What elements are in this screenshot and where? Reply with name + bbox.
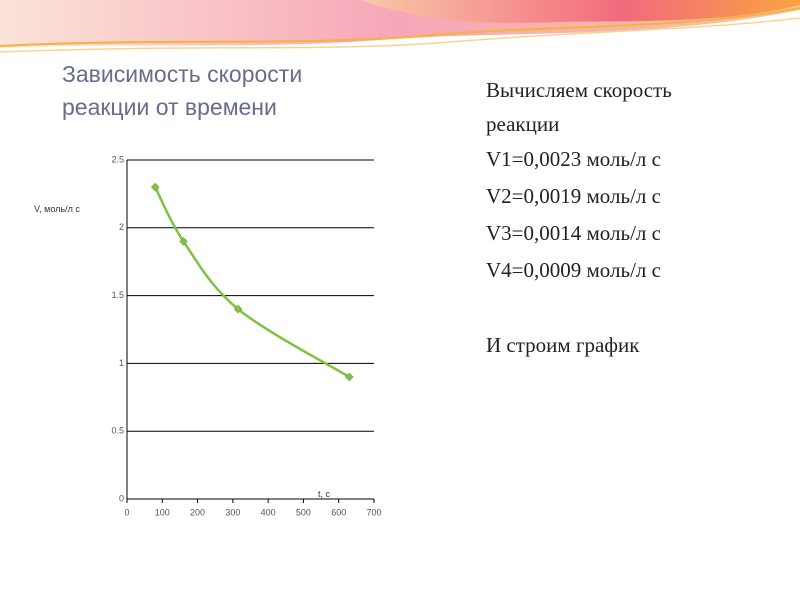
chart: 0 0.5 1 1.5 2 2.5 0 100 200 300 400 500 600 700 V, мол… bbox=[34, 154, 382, 517]
title-line: Зависимость скорости bbox=[62, 61, 302, 87]
data-point bbox=[150, 182, 160, 192]
data-line bbox=[154, 186, 350, 379]
text-line: V2=0,0019 моль/л с bbox=[486, 184, 661, 208]
x-tick-label: 100 bbox=[155, 507, 170, 517]
y-tick-label: 1 bbox=[119, 358, 124, 368]
y-tick-label: 2 bbox=[119, 222, 124, 232]
text-line: И строим график bbox=[486, 333, 640, 357]
y-tick-label: 2.5 bbox=[111, 154, 124, 164]
x-tick-label: 700 bbox=[366, 507, 381, 517]
x-tick-label: 500 bbox=[296, 507, 311, 517]
slide-text: Вычисляем скорость реакции V1=0,0023 моль/… bbox=[486, 78, 672, 357]
data-point bbox=[233, 304, 243, 314]
x-tick-label: 200 bbox=[190, 507, 205, 517]
y-tick-label: 0 bbox=[119, 493, 124, 503]
text-line: V1=0,0023 моль/л с bbox=[486, 147, 661, 171]
title-line: реакции от времени bbox=[62, 94, 277, 120]
text-line: V3=0,0014 моль/л с bbox=[486, 221, 661, 245]
y-tick-label: 1.5 bbox=[111, 290, 124, 300]
text-line: реакции bbox=[486, 112, 559, 136]
y-tick-label: 0.5 bbox=[111, 426, 124, 436]
data-point bbox=[344, 372, 354, 382]
slide-title: Зависимость скорости реакции от времени bbox=[62, 61, 302, 120]
x-tick-label: 400 bbox=[261, 507, 276, 517]
text-line: V4=0,0009 моль/л с bbox=[486, 258, 661, 282]
x-tick-label: 0 bbox=[124, 507, 129, 517]
header-decoration bbox=[0, 0, 800, 53]
text-line: Вычисляем скорость bbox=[486, 78, 672, 102]
x-tick-label: 300 bbox=[225, 507, 240, 517]
x-axis-label: t, с bbox=[318, 489, 331, 499]
x-tick-label: 600 bbox=[331, 507, 346, 517]
y-axis-label: V, моль/л с bbox=[34, 204, 80, 214]
data-point bbox=[179, 237, 188, 246]
